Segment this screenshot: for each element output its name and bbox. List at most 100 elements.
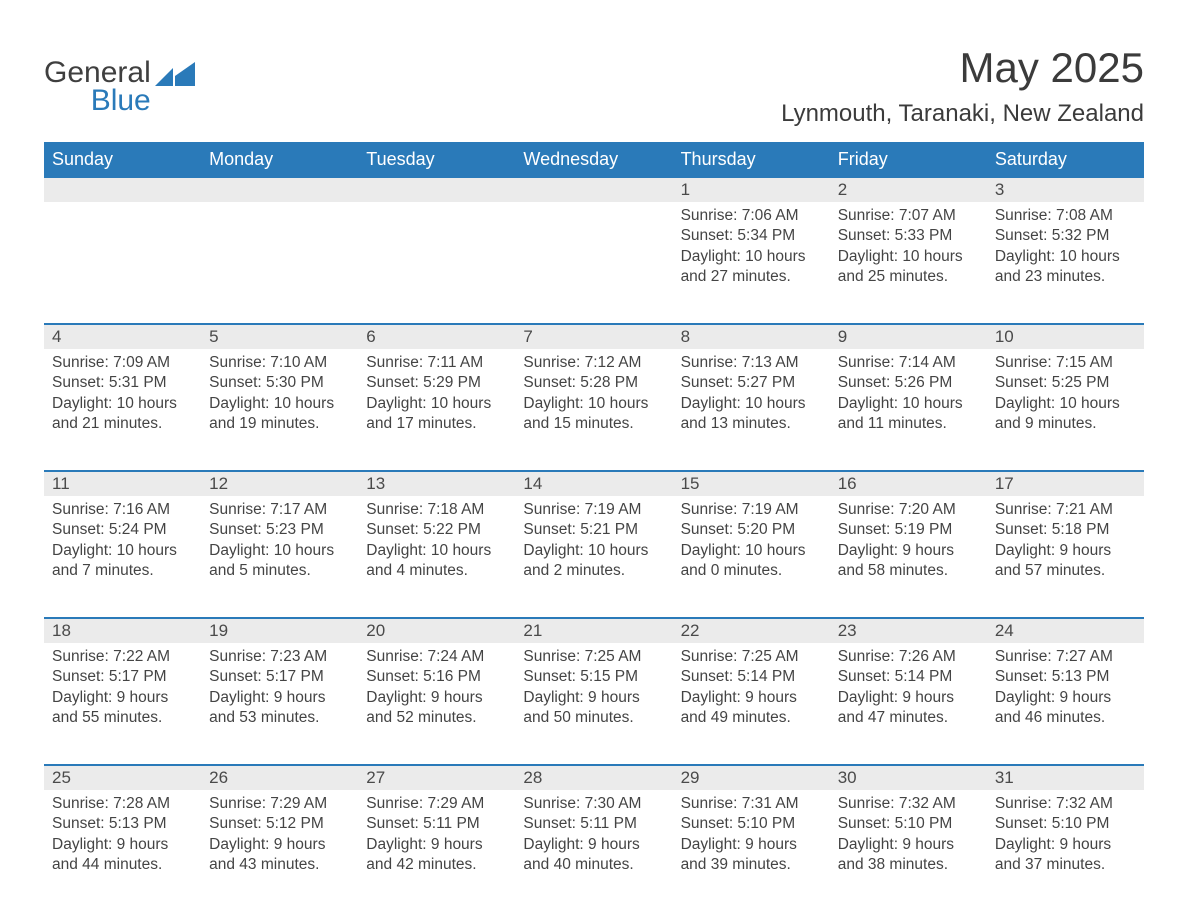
day-number-cell xyxy=(515,177,672,202)
day-number: 6 xyxy=(366,327,375,346)
day-content-cell: Sunrise: 7:11 AMSunset: 5:29 PMDaylight:… xyxy=(358,349,515,471)
day-content-cell: Sunrise: 7:10 AMSunset: 5:30 PMDaylight:… xyxy=(201,349,358,471)
daylight-text: Daylight: 9 hours and 47 minutes. xyxy=(838,688,979,729)
day-number-cell: 5 xyxy=(201,324,358,349)
daylight-text: Daylight: 9 hours and 46 minutes. xyxy=(995,688,1136,729)
sunset-text: Sunset: 5:31 PM xyxy=(52,373,193,393)
day-content-cell: Sunrise: 7:08 AMSunset: 5:32 PMDaylight:… xyxy=(987,202,1144,324)
sunset-text: Sunset: 5:29 PM xyxy=(366,373,507,393)
sunset-text: Sunset: 5:12 PM xyxy=(209,814,350,834)
day-content-cell: Sunrise: 7:07 AMSunset: 5:33 PMDaylight:… xyxy=(830,202,987,324)
day-number-cell: 21 xyxy=(515,618,672,643)
day-number: 4 xyxy=(52,327,61,346)
sunset-text: Sunset: 5:10 PM xyxy=(838,814,979,834)
day-content-cell: Sunrise: 7:28 AMSunset: 5:13 PMDaylight:… xyxy=(44,790,201,912)
weekday-header: Saturday xyxy=(987,143,1144,178)
day-content-cell: Sunrise: 7:29 AMSunset: 5:11 PMDaylight:… xyxy=(358,790,515,912)
day-content-cell: Sunrise: 7:23 AMSunset: 5:17 PMDaylight:… xyxy=(201,643,358,765)
sunrise-text: Sunrise: 7:29 AM xyxy=(209,794,350,814)
day-number: 9 xyxy=(838,327,847,346)
daylight-text: Daylight: 10 hours and 9 minutes. xyxy=(995,394,1136,435)
day-content-cell: Sunrise: 7:17 AMSunset: 5:23 PMDaylight:… xyxy=(201,496,358,618)
daylight-text: Daylight: 10 hours and 23 minutes. xyxy=(995,247,1136,288)
day-number: 22 xyxy=(681,621,700,640)
daynum-row: 45678910 xyxy=(44,324,1144,349)
day-number-cell: 4 xyxy=(44,324,201,349)
daylight-text: Daylight: 10 hours and 5 minutes. xyxy=(209,541,350,582)
day-number: 13 xyxy=(366,474,385,493)
sunset-text: Sunset: 5:13 PM xyxy=(52,814,193,834)
day-content-cell: Sunrise: 7:16 AMSunset: 5:24 PMDaylight:… xyxy=(44,496,201,618)
sunset-text: Sunset: 5:23 PM xyxy=(209,520,350,540)
sunset-text: Sunset: 5:21 PM xyxy=(523,520,664,540)
content-row: Sunrise: 7:28 AMSunset: 5:13 PMDaylight:… xyxy=(44,790,1144,912)
day-number: 17 xyxy=(995,474,1014,493)
sunset-text: Sunset: 5:11 PM xyxy=(523,814,664,834)
sunrise-text: Sunrise: 7:10 AM xyxy=(209,353,350,373)
daynum-row: 123 xyxy=(44,177,1144,202)
sunrise-text: Sunrise: 7:21 AM xyxy=(995,500,1136,520)
day-number: 14 xyxy=(523,474,542,493)
day-content-cell: Sunrise: 7:32 AMSunset: 5:10 PMDaylight:… xyxy=(830,790,987,912)
sunrise-text: Sunrise: 7:19 AM xyxy=(681,500,822,520)
sunrise-text: Sunrise: 7:14 AM xyxy=(838,353,979,373)
sunset-text: Sunset: 5:18 PM xyxy=(995,520,1136,540)
daylight-text: Daylight: 9 hours and 44 minutes. xyxy=(52,835,193,876)
title-block: May 2025 Lynmouth, Taranaki, New Zealand xyxy=(781,44,1144,128)
day-number-cell: 31 xyxy=(987,765,1144,790)
brand-text: General Blue xyxy=(44,58,151,116)
day-number-cell: 7 xyxy=(515,324,672,349)
weekday-header: Wednesday xyxy=(515,143,672,178)
day-content-cell: Sunrise: 7:32 AMSunset: 5:10 PMDaylight:… xyxy=(987,790,1144,912)
sunset-text: Sunset: 5:15 PM xyxy=(523,667,664,687)
day-number-cell: 11 xyxy=(44,471,201,496)
sunrise-text: Sunrise: 7:17 AM xyxy=(209,500,350,520)
day-number-cell: 19 xyxy=(201,618,358,643)
day-number: 26 xyxy=(209,768,228,787)
daylight-text: Daylight: 9 hours and 55 minutes. xyxy=(52,688,193,729)
day-number-cell: 25 xyxy=(44,765,201,790)
day-number-cell: 24 xyxy=(987,618,1144,643)
sunrise-text: Sunrise: 7:13 AM xyxy=(681,353,822,373)
daynum-row: 18192021222324 xyxy=(44,618,1144,643)
weekday-header: Thursday xyxy=(673,143,830,178)
day-content-cell: Sunrise: 7:13 AMSunset: 5:27 PMDaylight:… xyxy=(673,349,830,471)
sunset-text: Sunset: 5:32 PM xyxy=(995,226,1136,246)
day-content-cell: Sunrise: 7:30 AMSunset: 5:11 PMDaylight:… xyxy=(515,790,672,912)
sunset-text: Sunset: 5:33 PM xyxy=(838,226,979,246)
content-row: Sunrise: 7:09 AMSunset: 5:31 PMDaylight:… xyxy=(44,349,1144,471)
day-number: 3 xyxy=(995,180,1004,199)
sunset-text: Sunset: 5:17 PM xyxy=(52,667,193,687)
weekday-header: Friday xyxy=(830,143,987,178)
day-number: 5 xyxy=(209,327,218,346)
daylight-text: Daylight: 10 hours and 11 minutes. xyxy=(838,394,979,435)
sunset-text: Sunset: 5:10 PM xyxy=(995,814,1136,834)
sunrise-text: Sunrise: 7:25 AM xyxy=(681,647,822,667)
day-content-cell xyxy=(201,202,358,324)
day-number-cell xyxy=(358,177,515,202)
daynum-row: 11121314151617 xyxy=(44,471,1144,496)
weekday-row: SundayMondayTuesdayWednesdayThursdayFrid… xyxy=(44,143,1144,178)
day-number-cell xyxy=(201,177,358,202)
daylight-text: Daylight: 10 hours and 13 minutes. xyxy=(681,394,822,435)
content-row: Sunrise: 7:16 AMSunset: 5:24 PMDaylight:… xyxy=(44,496,1144,618)
day-number: 23 xyxy=(838,621,857,640)
brand-logo: General Blue xyxy=(44,44,195,116)
sunset-text: Sunset: 5:34 PM xyxy=(681,226,822,246)
day-number: 20 xyxy=(366,621,385,640)
sunrise-text: Sunrise: 7:12 AM xyxy=(523,353,664,373)
day-content-cell: Sunrise: 7:21 AMSunset: 5:18 PMDaylight:… xyxy=(987,496,1144,618)
day-number-cell: 22 xyxy=(673,618,830,643)
sunrise-text: Sunrise: 7:07 AM xyxy=(838,206,979,226)
daylight-text: Daylight: 9 hours and 37 minutes. xyxy=(995,835,1136,876)
sunset-text: Sunset: 5:30 PM xyxy=(209,373,350,393)
day-content-cell: Sunrise: 7:31 AMSunset: 5:10 PMDaylight:… xyxy=(673,790,830,912)
daylight-text: Daylight: 9 hours and 40 minutes. xyxy=(523,835,664,876)
day-number-cell: 16 xyxy=(830,471,987,496)
daylight-text: Daylight: 10 hours and 25 minutes. xyxy=(838,247,979,288)
day-number: 19 xyxy=(209,621,228,640)
sunset-text: Sunset: 5:17 PM xyxy=(209,667,350,687)
day-content-cell: Sunrise: 7:20 AMSunset: 5:19 PMDaylight:… xyxy=(830,496,987,618)
daylight-text: Daylight: 9 hours and 50 minutes. xyxy=(523,688,664,729)
daylight-text: Daylight: 9 hours and 58 minutes. xyxy=(838,541,979,582)
